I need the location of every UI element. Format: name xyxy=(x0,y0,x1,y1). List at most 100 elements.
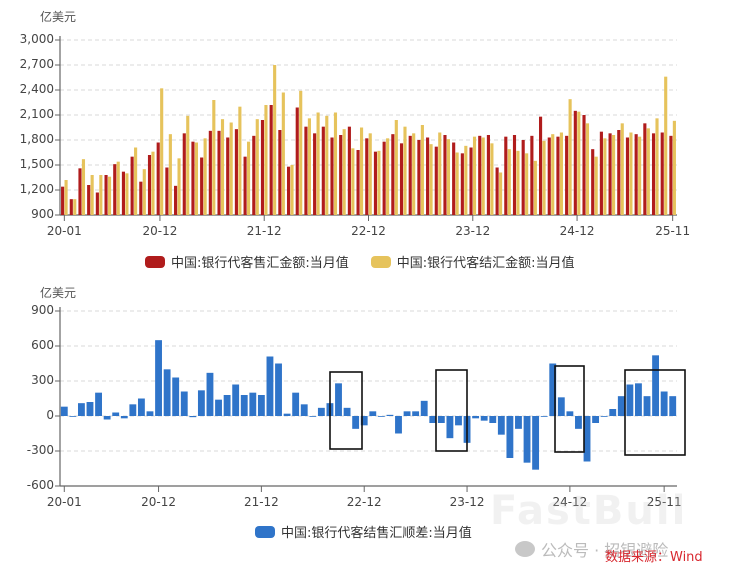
bar[interactable] xyxy=(321,126,325,215)
bar[interactable] xyxy=(480,416,488,421)
bar[interactable] xyxy=(516,150,520,215)
bar[interactable] xyxy=(568,99,572,215)
bar[interactable] xyxy=(625,137,630,216)
bar[interactable] xyxy=(486,135,490,215)
bar[interactable] xyxy=(86,402,94,416)
bar[interactable] xyxy=(247,141,251,215)
bar[interactable] xyxy=(478,135,482,215)
bar[interactable] xyxy=(386,414,394,416)
bar[interactable] xyxy=(669,135,673,215)
bar[interactable] xyxy=(638,136,642,215)
bar[interactable] xyxy=(104,175,108,215)
bar[interactable] xyxy=(490,143,494,215)
bar[interactable] xyxy=(672,120,676,215)
bar[interactable] xyxy=(557,397,565,416)
bar[interactable] xyxy=(438,132,442,216)
bar[interactable] xyxy=(495,167,499,216)
bar[interactable] xyxy=(429,144,433,215)
bar[interactable] xyxy=(540,416,548,417)
bar[interactable] xyxy=(352,416,360,429)
bar[interactable] xyxy=(359,127,364,216)
bar[interactable] xyxy=(292,392,300,416)
bar[interactable] xyxy=(134,147,138,216)
bar[interactable] xyxy=(240,395,248,416)
bar[interactable] xyxy=(542,140,546,215)
bar[interactable] xyxy=(95,192,99,216)
bar[interactable] xyxy=(112,412,120,417)
bar[interactable] xyxy=(61,186,65,215)
bar[interactable] xyxy=(437,416,445,423)
legend-item-buy[interactable]: 中国:银行代客结汇金额:当月值 xyxy=(370,252,575,271)
bar[interactable] xyxy=(472,136,477,215)
bar[interactable] xyxy=(343,407,351,416)
bar[interactable] xyxy=(286,166,291,215)
bar[interactable] xyxy=(69,199,73,215)
bar[interactable] xyxy=(347,126,351,215)
bar[interactable] xyxy=(386,138,390,215)
bar[interactable] xyxy=(197,390,205,416)
bar[interactable] xyxy=(660,132,664,216)
bar[interactable] xyxy=(186,115,190,215)
bar[interactable] xyxy=(611,135,616,215)
bar[interactable] xyxy=(266,356,274,417)
bar[interactable] xyxy=(446,416,454,439)
bar[interactable] xyxy=(309,416,317,417)
bar[interactable] xyxy=(174,185,178,215)
bar[interactable] xyxy=(408,135,412,215)
bar[interactable] xyxy=(455,152,459,216)
bar[interactable] xyxy=(585,123,590,215)
bar[interactable] xyxy=(194,142,198,216)
bar[interactable] xyxy=(64,180,68,215)
bar[interactable] xyxy=(232,384,240,417)
bar[interactable] xyxy=(257,395,265,416)
bar[interactable] xyxy=(652,355,660,416)
bar[interactable] xyxy=(156,142,160,216)
bar[interactable] xyxy=(634,134,638,215)
bar[interactable] xyxy=(369,411,377,416)
bar[interactable] xyxy=(146,411,154,416)
bar[interactable] xyxy=(243,156,247,215)
bar[interactable] xyxy=(330,137,334,216)
bar[interactable] xyxy=(165,167,169,216)
bar[interactable] xyxy=(446,139,451,215)
bar[interactable] xyxy=(130,156,134,215)
bar[interactable] xyxy=(365,138,369,215)
bar[interactable] xyxy=(316,112,320,216)
bar[interactable] xyxy=(600,416,608,417)
bar[interactable] xyxy=(608,133,612,215)
bar[interactable] xyxy=(420,400,428,416)
bar[interactable] xyxy=(635,383,642,416)
bar[interactable] xyxy=(507,149,511,215)
bar[interactable] xyxy=(551,134,555,215)
bar[interactable] xyxy=(420,125,424,215)
bar[interactable] xyxy=(299,90,303,215)
bar[interactable] xyxy=(523,416,531,463)
bar[interactable] xyxy=(377,150,381,215)
bar[interactable] xyxy=(200,157,204,216)
bar[interactable] xyxy=(300,404,308,416)
bar[interactable] xyxy=(191,141,195,215)
bar[interactable] xyxy=(399,143,404,215)
bar[interactable] xyxy=(182,133,186,215)
bar[interactable] xyxy=(116,161,120,215)
bar[interactable] xyxy=(142,169,146,215)
bar[interactable] xyxy=(307,118,311,215)
bar[interactable] xyxy=(530,135,534,215)
bar[interactable] xyxy=(255,119,259,215)
bar[interactable] xyxy=(129,404,137,416)
bar[interactable] xyxy=(113,164,117,215)
bar[interactable] xyxy=(137,398,145,417)
bar[interactable] xyxy=(283,413,291,416)
bar[interactable] xyxy=(163,369,171,416)
bar[interactable] xyxy=(521,140,525,215)
bar[interactable] xyxy=(215,399,222,416)
bar[interactable] xyxy=(594,156,598,215)
bar[interactable] xyxy=(69,416,77,417)
bar[interactable] xyxy=(234,129,238,215)
bar[interactable] xyxy=(626,384,634,417)
bar[interactable] xyxy=(506,416,514,458)
bar[interactable] xyxy=(620,123,624,215)
bar[interactable] xyxy=(269,105,273,215)
bar[interactable] xyxy=(452,142,456,216)
bar[interactable] xyxy=(147,155,152,215)
